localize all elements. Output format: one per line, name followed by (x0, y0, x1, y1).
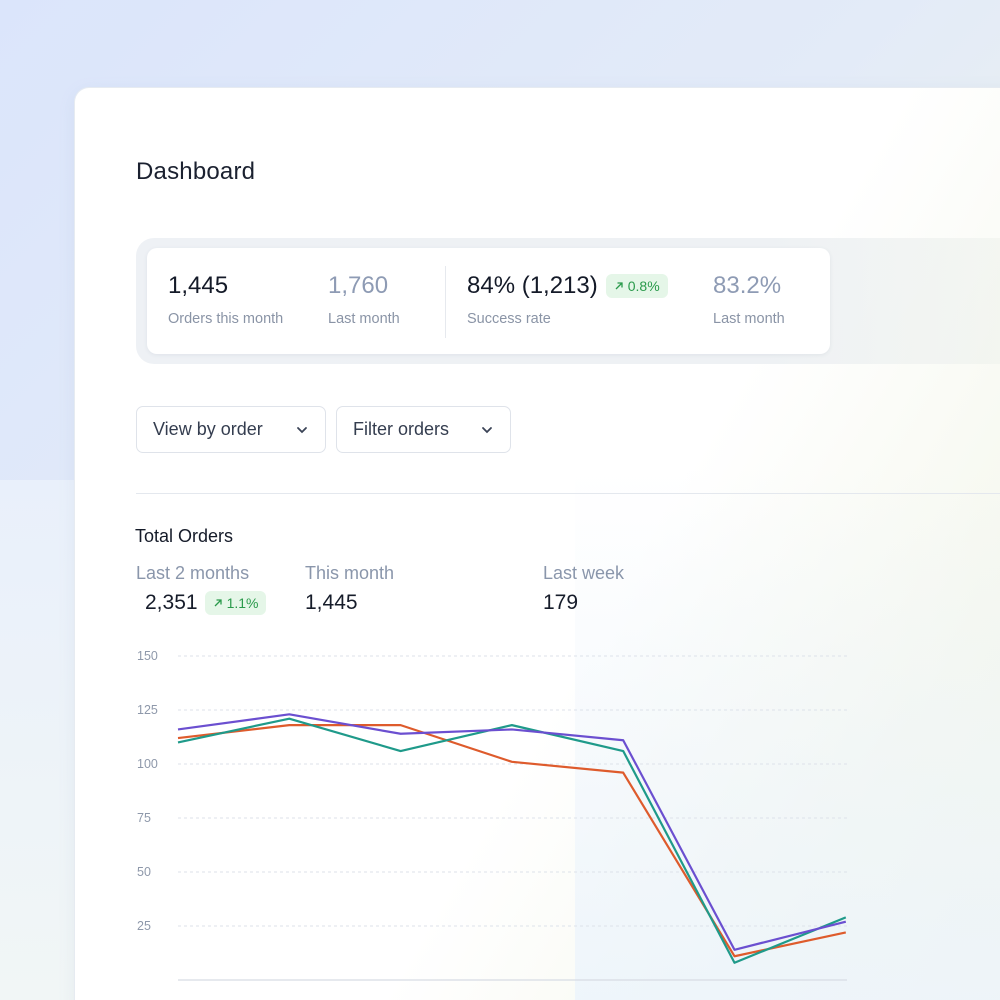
metric-badge: 1.1% (204, 591, 267, 615)
filter-orders-label: Filter orders (353, 419, 450, 439)
stat-orders-last-label: Last month (328, 311, 400, 327)
series-line-1 (177, 717, 847, 964)
stat-orders-value: 1,445 (168, 272, 229, 299)
metric-label: Last 2 months (136, 563, 250, 583)
metric-badge-text: 1.1% (226, 595, 259, 611)
view-by-dropdown[interactable]: View by order (136, 406, 326, 453)
stats-card: 1,445 Orders this month 1,760 Last month… (147, 248, 830, 354)
stat-success-last: 83.2% Last month (713, 272, 785, 327)
orders-line-chart: 25 50 75 100 125 150 (137, 649, 847, 981)
y-tick-label: 100 (137, 757, 158, 771)
page-title: Dashboard (136, 158, 256, 185)
section-divider (136, 493, 1000, 494)
metric-value: 2,351 (145, 591, 198, 614)
metric-value: 179 (543, 591, 579, 614)
series-line-2 (177, 713, 847, 951)
arrow-up-right-icon (214, 599, 222, 607)
stat-success-badge: 0.8% (605, 274, 668, 298)
metric-label: Last week (543, 563, 625, 583)
y-tick-label: 50 (137, 865, 151, 879)
series-line-0 (177, 724, 847, 958)
metric-this-month: This month 1,445 (305, 563, 394, 615)
arrow-up-right-icon (615, 282, 623, 290)
y-tick-label: 150 (137, 649, 158, 663)
stat-divider (445, 266, 446, 338)
stat-success-value: 84% (1,213) (467, 272, 598, 299)
stat-orders-label: Orders this month (168, 311, 284, 327)
y-tick-label: 25 (137, 919, 151, 933)
stat-success-label: Success rate (467, 311, 551, 327)
total-orders-title: Total Orders (135, 526, 234, 546)
chevron-down-icon (482, 426, 492, 433)
stat-orders-last-value: 1,760 (328, 272, 389, 299)
metric-last-2-months: Last 2 months 2,351 1.1% (136, 563, 267, 615)
metric-value: 1,445 (305, 591, 358, 614)
chevron-down-icon (297, 426, 307, 433)
metric-label: This month (305, 563, 395, 583)
stat-success-badge-text: 0.8% (627, 278, 660, 294)
y-tick-label: 125 (137, 703, 158, 717)
y-tick-label: 75 (137, 811, 151, 825)
view-by-label: View by order (153, 419, 263, 439)
dashboard-panel: Dashboard 1,445 Orders this month 1,760 … (75, 88, 1000, 1000)
stat-success: 84% (1,213) 0.8% Success rate (467, 272, 668, 327)
stat-orders-last: 1,760 Last month (328, 272, 400, 327)
metric-last-week: Last week 179 (543, 563, 624, 615)
stat-success-last-label: Last month (713, 311, 785, 327)
filter-orders-dropdown[interactable]: Filter orders (336, 406, 511, 453)
stat-success-last-value: 83.2% (713, 272, 782, 299)
stat-orders: 1,445 Orders this month (168, 272, 283, 327)
